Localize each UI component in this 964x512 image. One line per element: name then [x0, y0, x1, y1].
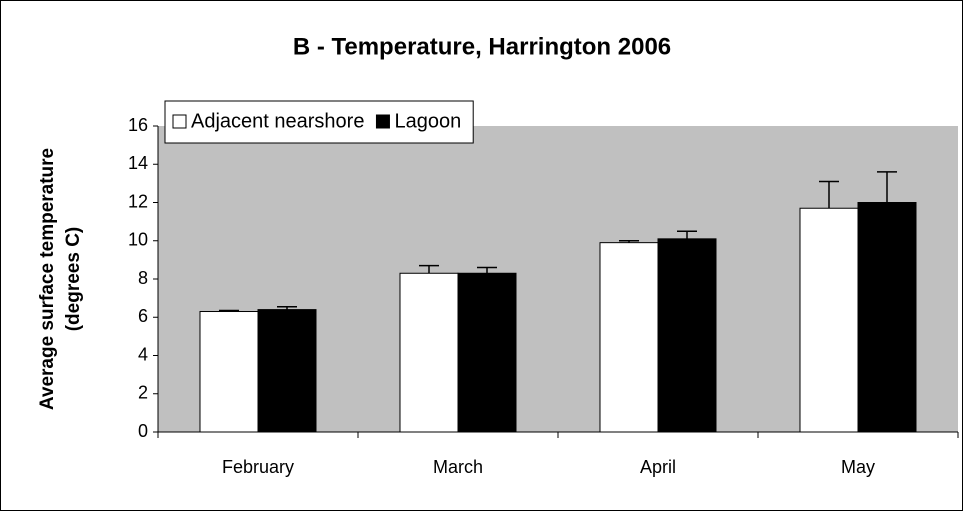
legend-swatch [375, 114, 390, 129]
legend-label: Lagoon [394, 110, 461, 132]
bar [457, 272, 517, 433]
y-tick-label: 8 [138, 268, 148, 288]
y-tick-label: 6 [138, 306, 148, 326]
y-tick-label: 0 [138, 421, 148, 441]
chart-title: B - Temperature, Harrington 2006 [293, 33, 671, 60]
bar [199, 311, 259, 433]
legend-swatch [172, 114, 187, 129]
y-tick-label: 2 [138, 383, 148, 403]
y-tick-label: 4 [138, 344, 148, 364]
legend-label: Adjacent nearshore [191, 110, 364, 132]
bar [257, 309, 317, 433]
y-axis-label: Average surface temperature [37, 148, 58, 410]
bar [399, 272, 459, 433]
legend [164, 100, 474, 144]
bar [857, 202, 917, 433]
bar [599, 242, 659, 433]
y-axis-label: (degrees C) [63, 227, 84, 332]
y-tick-label: 16 [128, 115, 148, 135]
x-tick-label: February [222, 457, 294, 477]
y-tick-label: 10 [128, 230, 148, 250]
y-tick-label: 14 [128, 153, 148, 173]
y-tick-label: 12 [128, 191, 148, 211]
x-tick-label: March [433, 457, 483, 477]
bar [657, 238, 717, 433]
x-tick-label: April [640, 457, 676, 477]
x-tick-label: May [841, 457, 875, 477]
bar [799, 207, 859, 433]
